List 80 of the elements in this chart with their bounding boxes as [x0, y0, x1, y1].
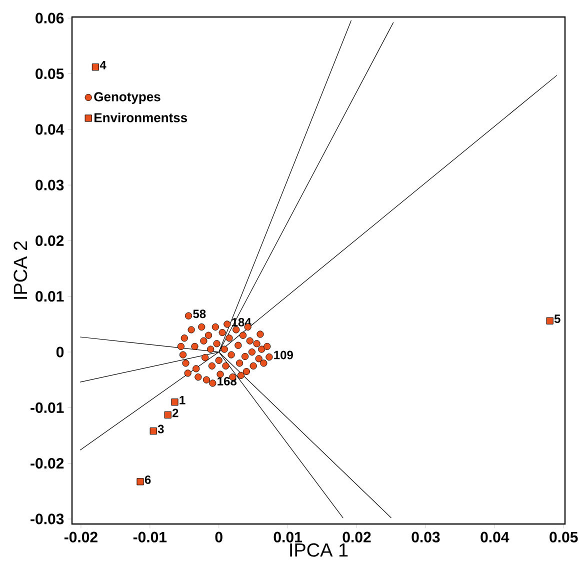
x-tick-label: -0.01	[133, 532, 167, 542]
point	[204, 332, 212, 339]
annotation: 109	[274, 350, 293, 360]
y-tick-label: 0.04	[36, 124, 64, 135]
point	[242, 368, 250, 376]
point	[198, 323, 206, 331]
point	[184, 312, 192, 320]
point	[194, 374, 202, 381]
point	[260, 360, 268, 367]
point	[258, 346, 266, 353]
point	[182, 360, 190, 367]
y-tick-label: 0.03	[36, 180, 64, 190]
point	[192, 365, 200, 372]
annotation: 5	[554, 314, 560, 324]
x-tick-label: 0.05	[550, 532, 578, 542]
y-tick-label: -0.02	[30, 458, 64, 469]
point	[266, 353, 273, 361]
point	[136, 478, 144, 486]
y-axis-title: IPCA 2	[14, 241, 28, 299]
point	[202, 376, 210, 384]
annotation: 2	[172, 408, 178, 418]
annotation: 6	[144, 475, 151, 484]
point	[208, 362, 216, 370]
point	[264, 342, 271, 350]
point	[222, 362, 230, 370]
point	[242, 352, 249, 360]
point	[207, 346, 214, 353]
point	[179, 351, 187, 358]
annotation: 4	[100, 60, 106, 70]
x-tick-label: 0.01	[274, 532, 302, 542]
x-tick-label: 0.04	[480, 532, 510, 542]
y-tick-label: 0.05	[36, 68, 64, 80]
point	[213, 340, 220, 348]
point	[150, 427, 157, 435]
point	[220, 346, 228, 353]
point	[188, 326, 195, 334]
legend-label: Environmentss	[94, 112, 188, 122]
x-tick-label: 0.02	[342, 532, 371, 542]
x-tick-label: 0.03	[412, 532, 440, 542]
point	[209, 380, 216, 387]
point	[234, 342, 242, 349]
x-tick-label: 0	[215, 532, 222, 542]
point	[246, 337, 254, 344]
point	[200, 337, 208, 344]
point	[232, 326, 240, 334]
x-tick-label: -0.02	[64, 532, 98, 542]
point	[177, 342, 184, 350]
point	[191, 342, 198, 350]
point	[237, 372, 244, 379]
y-tick-label: -0.03	[30, 514, 64, 524]
point	[226, 334, 233, 342]
point	[228, 351, 235, 358]
point	[250, 362, 257, 370]
y-tick-label: 0.01	[36, 291, 64, 302]
legend-label: Genotypes	[94, 92, 160, 104]
y-tick-label: 0	[56, 346, 64, 358]
point	[171, 398, 178, 406]
point	[248, 348, 256, 356]
point	[255, 355, 262, 362]
y-tick-label: 0.02	[36, 235, 64, 246]
point	[546, 317, 554, 324]
annotation: 58	[193, 310, 206, 318]
point	[218, 328, 226, 336]
y-tick-label: -0.01	[30, 402, 64, 413]
point	[202, 354, 209, 362]
annotation: 1	[180, 396, 186, 404]
point	[212, 323, 219, 331]
point	[224, 320, 231, 328]
point	[215, 356, 222, 364]
point	[256, 330, 264, 338]
point	[253, 340, 260, 348]
x-axis-title: IPCA 1	[290, 543, 348, 557]
point	[239, 332, 247, 339]
point	[180, 334, 188, 342]
point	[164, 411, 172, 418]
point	[236, 360, 244, 367]
point	[184, 370, 192, 377]
annotation: 3	[158, 424, 164, 434]
point	[92, 64, 99, 71]
y-tick-label: 0.06	[36, 12, 64, 24]
